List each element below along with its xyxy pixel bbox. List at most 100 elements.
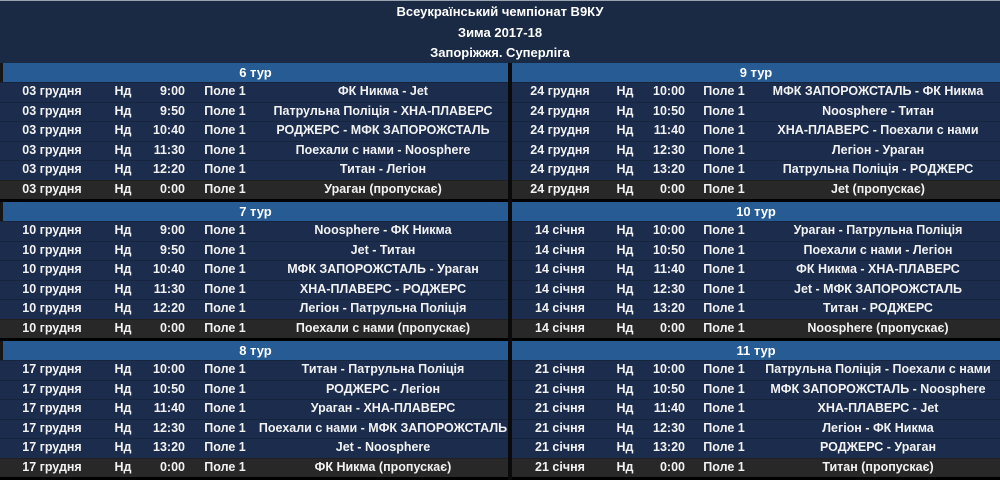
day-cell: Нд bbox=[114, 362, 132, 376]
match-cell: Ураган - ХНА-ПЛАВЕРС bbox=[310, 401, 456, 415]
bye-row: 14 січня Нд 0:00 Поле 1 Noosphere (пропускає… bbox=[512, 318, 1000, 341]
time-cell: 9:50 bbox=[159, 242, 185, 257]
match-row: 10 грудня Нд 9:00 Поле 1 Noosphere - ФК Никм… bbox=[0, 221, 508, 241]
field-cell: Поле 1 bbox=[703, 142, 745, 157]
match-cell: Jet - Титан bbox=[350, 242, 416, 257]
match-row: 17 грудня Нд 13:20 Поле 1 Jet - Noosphere bbox=[0, 438, 508, 458]
date-cell: 17 грудня bbox=[22, 440, 82, 454]
date-cell: 10 грудня bbox=[22, 301, 82, 315]
date-cell: 24 грудня bbox=[530, 181, 590, 196]
match-cell: Ураган (пропускає) bbox=[324, 181, 442, 196]
date-cell: 17 грудня bbox=[22, 381, 82, 396]
day-cell: Нд bbox=[616, 401, 634, 415]
field-cell: Поле 1 bbox=[703, 242, 745, 257]
match-cell: ФК Никма - ХНА-ПЛАВЕРС bbox=[796, 262, 960, 276]
time-cell: 10:50 bbox=[153, 381, 185, 396]
match-cell: РОДЖЕРС - МФК ЗАПОРОЖСТАЛЬ bbox=[276, 123, 490, 137]
time-cell: 13:20 bbox=[653, 440, 685, 454]
field-cell: Поле 1 bbox=[204, 84, 246, 98]
date-cell: 14 січня bbox=[535, 301, 585, 315]
date-cell: 10 грудня bbox=[22, 223, 82, 237]
time-cell: 12:30 bbox=[653, 420, 685, 435]
match-cell: ХНА-ПЛАВЕРС - Поехали с нами bbox=[777, 123, 979, 137]
day-cell: Нд bbox=[114, 420, 132, 435]
time-cell: 13:20 bbox=[653, 301, 685, 315]
tour-block: 8 тур 17 грудня Нд 10:00 Поле 1 Титан - Патру… bbox=[0, 341, 508, 480]
day-cell: Нд bbox=[616, 459, 634, 474]
field-cell: Поле 1 bbox=[204, 440, 246, 454]
field-cell: Поле 1 bbox=[703, 103, 745, 118]
time-cell: 9:00 bbox=[159, 223, 185, 237]
day-cell: Нд bbox=[114, 142, 132, 157]
day-cell: Нд bbox=[616, 420, 634, 435]
bye-row: 03 грудня Нд 0:00 Поле 1 Ураган (пропускає) bbox=[0, 179, 508, 202]
day-cell: Нд bbox=[114, 281, 132, 296]
match-cell: Легіон - ФК Никма bbox=[822, 420, 934, 435]
time-cell: 12:30 bbox=[653, 142, 685, 157]
time-cell: 12:30 bbox=[153, 420, 185, 435]
date-cell: 14 січня bbox=[535, 320, 585, 335]
date-cell: 10 грудня bbox=[22, 320, 82, 335]
day-cell: Нд bbox=[114, 301, 132, 315]
date-cell: 10 грудня bbox=[22, 262, 82, 276]
field-cell: Поле 1 bbox=[204, 181, 246, 196]
match-cell: Титан - РОДЖЕРС bbox=[823, 301, 933, 315]
field-cell: Поле 1 bbox=[204, 362, 246, 376]
field-cell: Поле 1 bbox=[204, 401, 246, 415]
date-cell: 17 грудня bbox=[22, 401, 82, 415]
day-cell: Нд bbox=[616, 103, 634, 118]
time-cell: 9:00 bbox=[159, 84, 185, 98]
match-row: 14 січня Нд 12:30 Поле 1 Jet - МФК ЗАПОРОЖСТ… bbox=[512, 279, 1000, 299]
match-cell: Поехали с нами - МФК ЗАПОРОЖСТАЛЬ bbox=[258, 420, 508, 435]
field-cell: Поле 1 bbox=[703, 223, 745, 237]
match-cell: МФК ЗАПОРОЖСТАЛЬ - Noosphere bbox=[770, 381, 986, 396]
match-cell: МФК ЗАПОРОЖСТАЛЬ - ФК Никма bbox=[772, 84, 984, 98]
day-cell: Нд bbox=[616, 242, 634, 257]
match-row: 24 грудня Нд 13:20 Поле 1 Патрульна Поліція … bbox=[512, 160, 1000, 180]
date-cell: 14 січня bbox=[535, 223, 585, 237]
day-cell: Нд bbox=[114, 223, 132, 237]
date-cell: 03 грудня bbox=[22, 162, 82, 176]
day-cell: Нд bbox=[616, 262, 634, 276]
match-cell: ФК Никма (пропускає) bbox=[314, 459, 452, 474]
date-cell: 21 січня bbox=[535, 440, 585, 454]
day-cell: Нд bbox=[616, 181, 634, 196]
match-row: 03 грудня Нд 12:20 Поле 1 Титан - Легіон bbox=[0, 160, 508, 180]
field-cell: Поле 1 bbox=[703, 420, 745, 435]
match-row: 10 грудня Нд 10:40 Поле 1 МФК ЗАПОРОЖСТАЛЬ -… bbox=[0, 260, 508, 280]
match-row: 21 січня Нд 10:00 Поле 1 Патрульна Поліція -… bbox=[512, 360, 1000, 380]
time-cell: 10:00 bbox=[653, 362, 685, 376]
field-cell: Поле 1 bbox=[703, 262, 745, 276]
date-cell: 24 грудня bbox=[530, 142, 590, 157]
day-cell: Нд bbox=[616, 142, 634, 157]
field-cell: Поле 1 bbox=[204, 142, 246, 157]
time-cell: 10:40 bbox=[153, 262, 185, 276]
date-cell: 21 січня bbox=[535, 362, 585, 376]
date-cell: 17 грудня bbox=[22, 459, 82, 474]
time-cell: 12:30 bbox=[653, 281, 685, 296]
date-cell: 24 грудня bbox=[530, 123, 590, 137]
field-cell: Поле 1 bbox=[204, 162, 246, 176]
tour-header: 6 тур bbox=[0, 63, 508, 82]
field-cell: Поле 1 bbox=[204, 123, 246, 137]
bye-row: 10 грудня Нд 0:00 Поле 1 Поехали с нами (про… bbox=[0, 318, 508, 341]
time-cell: 13:20 bbox=[653, 162, 685, 176]
match-cell: Патрульна Поліція - ХНА-ПЛАВЕРС bbox=[273, 103, 493, 118]
match-row: 17 грудня Нд 10:50 Поле 1 РОДЖЕРС - Легіон bbox=[0, 379, 508, 399]
time-cell: 11:30 bbox=[153, 281, 185, 296]
match-cell: ХНА-ПЛАВЕРС - Jet bbox=[817, 401, 939, 415]
match-cell: Поехали с нами - Легіон bbox=[803, 242, 953, 257]
date-cell: 17 грудня bbox=[22, 420, 82, 435]
time-cell: 10:00 bbox=[653, 84, 685, 98]
day-cell: Нд bbox=[616, 84, 634, 98]
day-cell: Нд bbox=[616, 440, 634, 454]
date-cell: 21 січня bbox=[535, 381, 585, 396]
match-cell: Поехали с нами (пропускає) bbox=[295, 320, 471, 335]
field-cell: Поле 1 bbox=[204, 381, 246, 396]
date-cell: 03 грудня bbox=[22, 103, 82, 118]
day-cell: Нд bbox=[616, 162, 634, 176]
time-cell: 10:40 bbox=[153, 123, 185, 137]
match-row: 24 грудня Нд 10:00 Поле 1 МФК ЗАПОРОЖСТАЛЬ -… bbox=[512, 82, 1000, 102]
tour-header: 8 тур bbox=[0, 341, 508, 360]
